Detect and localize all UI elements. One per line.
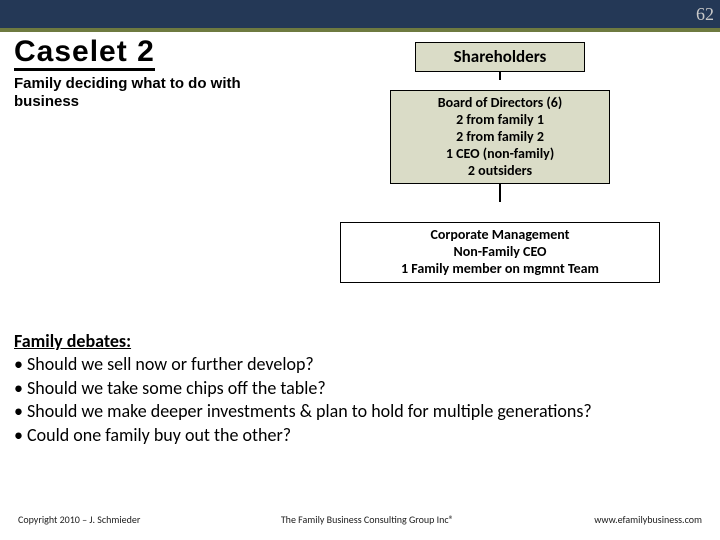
debates-bullet-0: • Should we sell now or further develop? [14, 353, 706, 376]
board-line-4: 2 outsiders [397, 163, 603, 180]
slide: 62 Caselet 2 Family deciding what to do … [0, 0, 720, 540]
board-line-3: 1 CEO (non-family) [397, 146, 603, 163]
board-line-1: 2 from family 1 [397, 112, 603, 129]
footer-left: Copyright 2010 – J. Schmieder [18, 513, 140, 526]
footer-center: The Family Business Consulting Group Inc… [281, 513, 454, 526]
debates-bullet-2: • Should we make deeper investments & pl… [14, 400, 706, 423]
chart-node-corporate: Corporate Management Non-Family CEO 1 Fa… [340, 222, 660, 282]
debates-bullet-1: • Should we take some chips off the tabl… [14, 377, 706, 400]
corp-line-0: Corporate Management [347, 227, 653, 244]
page-number: 62 [696, 4, 714, 25]
chart-node-board: Board of Directors (6) 2 from family 1 2… [390, 90, 610, 184]
corp-line-1: Non-Family CEO [347, 244, 653, 261]
corp-line-2: 1 Family member on mgmnt Team [347, 261, 653, 278]
debates-block: Family debates: • Should we sell now or … [14, 330, 706, 447]
debates-title: Family debates: [14, 330, 131, 352]
org-chart: Shareholders Board of Directors (6) 2 fr… [300, 42, 700, 283]
slide-title: Caselet 2 [14, 36, 155, 71]
footer-right: www.efamilybusiness.com [594, 513, 702, 526]
chart-node-shareholders: Shareholders [415, 42, 585, 72]
debates-bullet-3: • Could one family buy out the other? [14, 424, 706, 447]
footer: Copyright 2010 – J. Schmieder The Family… [0, 513, 720, 526]
chart-connector [499, 184, 501, 202]
horizontal-rule [0, 28, 720, 32]
top-bar: 62 [0, 0, 720, 28]
title-block: Caselet 2 Family deciding what to do wit… [14, 36, 274, 112]
board-line-2: 2 from family 2 [397, 129, 603, 146]
board-line-0: Board of Directors (6) [397, 95, 603, 112]
chart-connector [499, 72, 501, 80]
slide-subtitle: Family deciding what to do with business [14, 75, 274, 113]
